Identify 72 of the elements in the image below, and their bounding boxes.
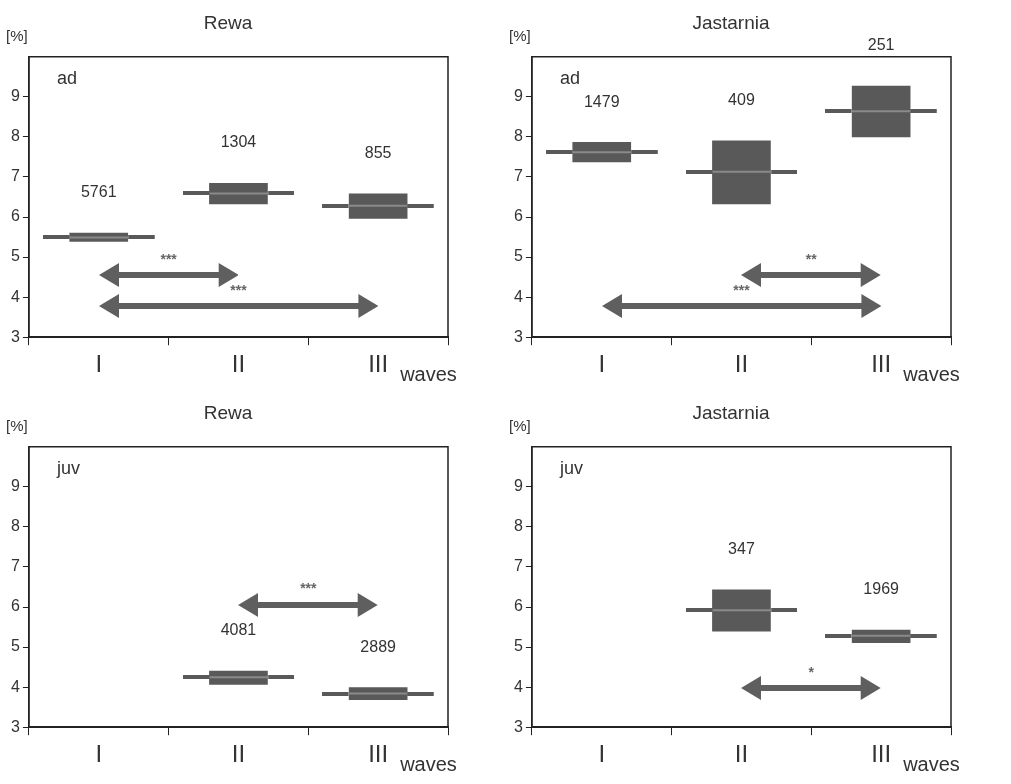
y-tick-label: 9: [10, 477, 20, 495]
x-tick-label: III: [871, 740, 892, 768]
y-tick-label: 8: [513, 517, 523, 535]
y-tick-label: 5: [513, 247, 523, 265]
y-tick-label: 9: [10, 87, 20, 105]
y-axis-title: [%]: [6, 26, 28, 44]
annotation: ***: [230, 281, 248, 298]
x-tick-label: I: [598, 740, 606, 768]
y-tick-label: 3: [10, 717, 20, 735]
y-tick-label: 3: [513, 327, 523, 345]
y-tick-label: 7: [513, 557, 523, 575]
annotation: *: [808, 664, 815, 681]
y-tick-label: 8: [10, 127, 20, 145]
annotation: ad: [559, 67, 580, 88]
y-tick-label: 9: [513, 477, 523, 495]
annotation: 1969: [863, 580, 900, 598]
x-axis-title: waves: [399, 752, 457, 775]
x-tick-label: III: [368, 350, 389, 378]
y-tick-label: 5: [10, 247, 20, 265]
y-tick-label: 8: [513, 127, 523, 145]
y-tick-label: 4: [513, 287, 523, 305]
x-tick-label: I: [598, 350, 606, 378]
y-tick-label: 4: [513, 677, 523, 695]
annotation: 409: [728, 90, 755, 108]
y-tick-label: 5: [513, 637, 523, 655]
annotation: juv: [558, 457, 583, 478]
y-tick-label: 9: [513, 87, 523, 105]
text: 251: [867, 36, 895, 54]
x-axis-title: waves: [399, 362, 457, 385]
y-tick-label: 6: [10, 207, 20, 225]
y-tick-label: 3: [10, 327, 20, 345]
annotation: 855: [364, 143, 392, 161]
annotation: **: [805, 250, 818, 267]
y-tick-label: 4: [10, 677, 20, 695]
x-axis-title: waves: [902, 362, 960, 385]
chart-title: Rewa: [203, 401, 253, 423]
y-tick-label: 6: [10, 597, 20, 615]
x-tick-label: I: [95, 740, 103, 768]
x-tick-label: III: [871, 350, 892, 378]
y-tick-label: 6: [513, 207, 523, 225]
x-tick-label: II: [231, 350, 246, 378]
y-axis-title: [%]: [6, 416, 28, 434]
annotation: 5761: [80, 183, 117, 201]
annotation: 4081: [220, 621, 257, 639]
chart-title: Jastarnia: [692, 401, 770, 423]
x-tick-label: II: [231, 740, 246, 768]
y-tick-label: 4: [10, 287, 20, 305]
annotation: 1304: [220, 133, 257, 151]
chart-title: Jastarnia: [692, 11, 770, 33]
y-tick-label: 7: [10, 167, 20, 185]
annotation: ***: [733, 281, 751, 298]
y-axis-title: [%]: [509, 416, 531, 434]
x-axis-title: waves: [902, 752, 960, 775]
annotation: 2889: [360, 637, 397, 655]
y-tick-label: 7: [513, 167, 523, 185]
x-tick-label: I: [95, 350, 103, 378]
y-tick-label: 5: [10, 637, 20, 655]
y-tick-label: 3: [513, 717, 523, 735]
annotation: 1479: [583, 92, 620, 110]
x-tick-label: III: [368, 740, 389, 768]
y-tick-label: 7: [10, 557, 20, 575]
annotation: juv: [55, 457, 80, 478]
y-axis-title: [%]: [509, 26, 531, 44]
annotation: 347: [728, 539, 755, 557]
x-tick-label: II: [734, 350, 749, 378]
chart-title: Rewa: [203, 11, 253, 33]
x-tick-label: II: [734, 740, 749, 768]
annotation: ***: [300, 580, 318, 597]
y-tick-label: 8: [10, 517, 20, 535]
annotation: ***: [160, 250, 178, 267]
y-tick-label: 6: [513, 597, 523, 615]
annotation: ad: [56, 67, 77, 88]
